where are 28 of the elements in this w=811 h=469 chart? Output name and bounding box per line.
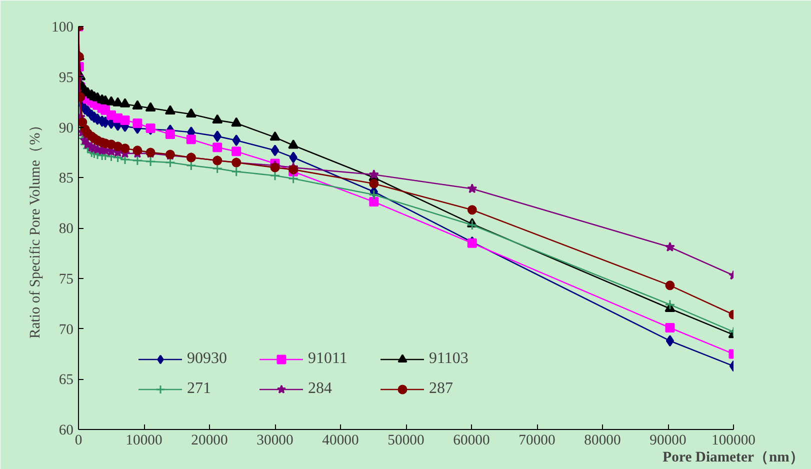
x-tick-label: 0 [74, 432, 82, 448]
x-tick-label: 50000 [388, 432, 424, 448]
x-tick-label: 20000 [191, 432, 228, 448]
y-tick-label: 95 [58, 70, 74, 86]
x-tick-label: 40000 [322, 432, 359, 448]
legend-label: 91011 [308, 350, 348, 368]
y-tick-label: 85 [58, 170, 74, 187]
y-tick-label: 70 [58, 322, 74, 338]
y-tick-label: 90 [58, 120, 74, 136]
x-tick-label: 70000 [518, 432, 556, 448]
legend-label: 90930 [187, 350, 228, 368]
y-axis-title: Ratio of Specific Pore Volume（%） [28, 118, 44, 339]
x-tick-label: 30000 [256, 432, 294, 448]
x-tick-label: 10000 [126, 432, 162, 448]
x-tick-label: 100000 [712, 432, 756, 448]
x-axis-title: Pore Diameter（nm） [662, 450, 804, 466]
y-tick-label: 60 [58, 422, 74, 438]
y-tick-label: 75 [58, 271, 74, 288]
legend-label: 271 [187, 380, 212, 398]
x-tick-label: 60000 [453, 432, 490, 448]
x-tick-label: 90000 [650, 432, 686, 448]
x-tick-label: 80000 [584, 432, 621, 448]
legend-label: 284 [308, 380, 333, 398]
legend-label: 91103 [429, 350, 470, 368]
legend-label: 287 [429, 380, 454, 398]
y-tick-label: 65 [58, 372, 74, 388]
y-tick-label: 80 [58, 221, 74, 237]
y-tick-label: 100 [52, 20, 74, 36]
